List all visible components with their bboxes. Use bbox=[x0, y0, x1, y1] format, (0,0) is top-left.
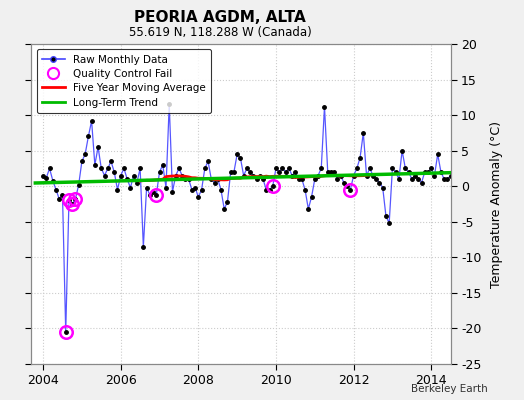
Y-axis label: Temperature Anomaly (°C): Temperature Anomaly (°C) bbox=[490, 120, 503, 288]
Text: PEORIA AGDM, ALTA: PEORIA AGDM, ALTA bbox=[134, 10, 306, 25]
Text: Berkeley Earth: Berkeley Earth bbox=[411, 384, 487, 394]
Text: 55.619 N, 118.288 W (Canada): 55.619 N, 118.288 W (Canada) bbox=[129, 26, 311, 39]
Legend: Raw Monthly Data, Quality Control Fail, Five Year Moving Average, Long-Term Tren: Raw Monthly Data, Quality Control Fail, … bbox=[37, 49, 211, 113]
